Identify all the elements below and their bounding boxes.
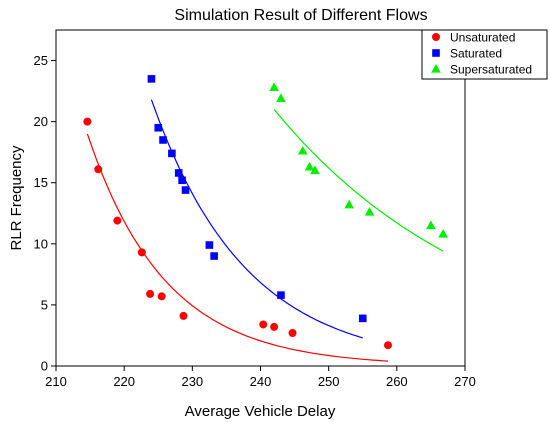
- data-point-supersaturated: [344, 199, 354, 209]
- data-point-saturated: [178, 176, 186, 185]
- data-point-unsaturated: [83, 117, 92, 126]
- data-point-saturated: [147, 75, 156, 83]
- x-tick-label: 240: [250, 374, 272, 389]
- x-tick-label: 210: [45, 374, 67, 389]
- data-point-saturated: [205, 241, 214, 249]
- fit-curves: [86, 99, 444, 362]
- data-point-saturated: [154, 123, 163, 132]
- data-point-unsaturated: [259, 320, 268, 329]
- fit-curve-unsaturated: [86, 133, 389, 362]
- legend-label-supersaturated: Supersaturated: [450, 63, 532, 77]
- data-point-supersaturated: [438, 229, 448, 238]
- fit-curve-supersaturated: [273, 109, 444, 252]
- data-point-saturated: [159, 136, 167, 144]
- data-point-unsaturated: [94, 165, 103, 174]
- data-point-unsaturated: [270, 322, 279, 331]
- data-points: [83, 75, 448, 350]
- x-tick-label: 250: [318, 374, 340, 389]
- legend-marker-unsaturated: [432, 33, 440, 41]
- legend: Unsaturated Saturated Supersaturated: [421, 29, 548, 80]
- legend-marker-supersaturated: [431, 64, 441, 73]
- data-point-saturated: [277, 291, 285, 299]
- data-point-unsaturated: [383, 341, 392, 350]
- data-point-unsaturated: [288, 329, 297, 338]
- x-tick-label: 230: [181, 374, 203, 389]
- data-point-supersaturated: [276, 93, 286, 103]
- y-axis-label: RLR Frequency: [8, 145, 25, 251]
- fit-curve-saturated: [150, 99, 363, 339]
- y-axis: 0 5 10 15 20 25: [34, 53, 56, 374]
- x-axis: 210 220 230 240 250 260 270: [45, 366, 476, 389]
- y-tick-label: 0: [41, 359, 48, 374]
- x-tick-label: 270: [454, 374, 476, 389]
- y-tick-label: 5: [41, 297, 48, 312]
- x-tick-label: 220: [113, 374, 135, 389]
- data-point-unsaturated: [113, 216, 122, 225]
- data-point-saturated: [210, 252, 218, 260]
- legend-label-unsaturated: Unsaturated: [450, 31, 515, 45]
- data-point-supersaturated: [364, 207, 375, 216]
- data-point-supersaturated: [310, 165, 320, 175]
- data-point-unsaturated: [179, 311, 188, 320]
- y-tick-label: 10: [34, 236, 48, 251]
- data-point-unsaturated: [137, 248, 146, 257]
- legend-label-saturated: Saturated: [450, 47, 502, 61]
- x-tick-label: 260: [386, 374, 408, 389]
- data-point-supersaturated: [304, 161, 315, 171]
- data-point-unsaturated: [146, 289, 155, 298]
- legend-box: [421, 29, 548, 80]
- chart-title: Simulation Result of Different Flows: [174, 7, 427, 24]
- data-point-saturated: [181, 186, 190, 194]
- x-axis-label: Average Vehicle Delay: [185, 403, 336, 420]
- y-tick-label: 25: [34, 53, 48, 68]
- plot-frame: [55, 29, 466, 367]
- data-point-supersaturated: [297, 145, 308, 155]
- data-point-supersaturated: [426, 220, 436, 230]
- data-point-saturated: [168, 149, 176, 158]
- data-point-unsaturated: [157, 292, 166, 301]
- legend-marker-saturated: [432, 49, 440, 57]
- data-point-supersaturated: [269, 82, 279, 92]
- data-point-saturated: [358, 314, 367, 323]
- y-tick-label: 20: [34, 114, 48, 129]
- y-tick-label: 15: [34, 175, 48, 190]
- data-point-saturated: [174, 169, 183, 177]
